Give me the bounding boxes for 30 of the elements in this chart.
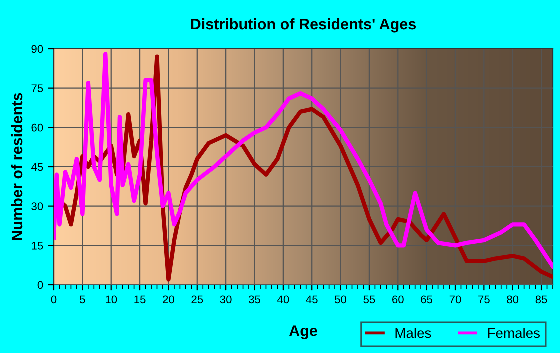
x-tick-label: 45 <box>306 296 318 304</box>
x-tick-label: 65 <box>421 296 433 304</box>
y-tick-label: 90 <box>32 45 44 54</box>
x-tick-label: 40 <box>278 296 290 304</box>
legend-label: Females <box>488 328 540 338</box>
y-tick-label: 30 <box>32 202 44 210</box>
chart-title: Distribution of Residents' Ages <box>191 18 416 33</box>
x-tick-label: 20 <box>163 296 174 304</box>
legend-label: Males <box>396 328 432 338</box>
y-tick-label: 45 <box>31 163 44 172</box>
x-tick-label: 85 <box>536 296 548 304</box>
x-tick-label: 25 <box>192 296 204 304</box>
x-tick-label: 35 <box>248 296 260 304</box>
y-tick-label: 15 <box>32 242 44 250</box>
x-tick-label: 30 <box>220 296 232 304</box>
x-tick-label: 80 <box>507 296 519 304</box>
x-tick-label: 60 <box>392 296 404 304</box>
x-tick-label: 10 <box>106 296 118 304</box>
y-tick-label: 0 <box>38 281 44 290</box>
x-axis-title: Age <box>289 326 318 340</box>
y-axis-title: Number of residents <box>11 93 23 240</box>
x-tick-label: 70 <box>450 296 462 304</box>
y-tick-label: 75 <box>32 84 44 92</box>
x-tick-label: 55 <box>364 296 376 304</box>
x-tick-label: 75 <box>478 296 490 304</box>
y-tick-label: 60 <box>32 124 44 132</box>
x-tick-label: 5 <box>80 296 86 304</box>
x-tick-label: 50 <box>335 296 347 304</box>
x-tick-label: 0 <box>51 296 57 304</box>
x-tick-label: 15 <box>134 296 146 304</box>
